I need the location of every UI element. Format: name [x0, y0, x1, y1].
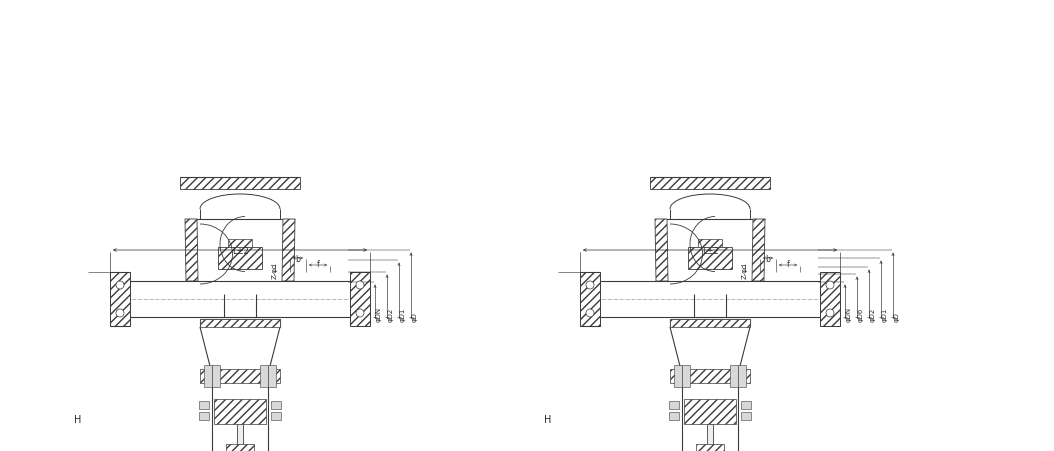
Bar — [199, 412, 209, 420]
Bar — [350, 272, 370, 326]
Bar — [688, 248, 731, 269]
Text: f: f — [316, 259, 319, 268]
Bar — [674, 365, 682, 387]
Bar — [218, 248, 262, 269]
Bar — [268, 365, 276, 387]
Bar — [670, 369, 750, 383]
Text: φDN: φDN — [846, 306, 852, 321]
Text: L±2: L±2 — [702, 246, 719, 255]
Text: Z-φd: Z-φd — [272, 262, 278, 279]
Bar — [698, 239, 722, 248]
Polygon shape — [752, 220, 765, 281]
Text: φD2: φD2 — [870, 307, 876, 321]
Text: Z-φd: Z-φd — [742, 262, 748, 279]
Bar — [669, 412, 679, 420]
Bar — [580, 272, 600, 326]
Polygon shape — [655, 220, 668, 281]
Text: φDN: φDN — [376, 306, 382, 321]
Bar — [199, 401, 209, 409]
Bar — [738, 365, 746, 387]
Bar — [669, 401, 679, 409]
Text: b: b — [765, 254, 770, 263]
Bar — [180, 178, 300, 189]
Bar — [696, 444, 724, 451]
Text: φD2: φD2 — [388, 307, 394, 321]
Bar — [820, 272, 840, 326]
Bar — [271, 412, 281, 420]
Bar — [650, 178, 770, 189]
Bar — [110, 272, 130, 326]
Circle shape — [356, 281, 364, 290]
Polygon shape — [186, 220, 198, 281]
Text: φD6: φD6 — [858, 307, 864, 321]
Bar — [271, 401, 281, 409]
Bar — [212, 365, 220, 387]
Text: φD1: φD1 — [882, 307, 889, 321]
Text: φD: φD — [412, 312, 418, 321]
Text: L±2: L±2 — [232, 246, 249, 255]
Text: φD: φD — [894, 312, 900, 321]
Circle shape — [826, 309, 834, 318]
Bar — [228, 239, 252, 248]
Bar — [670, 319, 750, 327]
Bar — [200, 319, 280, 327]
Bar — [200, 369, 280, 383]
Polygon shape — [282, 220, 295, 281]
Bar — [730, 365, 738, 387]
Bar — [204, 365, 212, 387]
Bar — [226, 444, 254, 451]
Bar — [682, 365, 690, 387]
Bar — [237, 424, 243, 451]
Bar — [741, 412, 752, 420]
Circle shape — [826, 281, 834, 290]
Text: b: b — [295, 254, 300, 263]
Text: H: H — [75, 414, 82, 424]
Circle shape — [586, 281, 594, 290]
Circle shape — [116, 281, 124, 290]
Bar — [260, 365, 268, 387]
Text: f: f — [786, 259, 789, 268]
Bar — [707, 424, 713, 451]
Circle shape — [116, 309, 124, 318]
Bar — [684, 399, 736, 424]
Bar — [741, 401, 752, 409]
Circle shape — [586, 309, 594, 318]
Text: φD1: φD1 — [401, 307, 406, 321]
Bar — [214, 399, 266, 424]
Circle shape — [356, 309, 364, 318]
Text: H: H — [544, 414, 551, 424]
